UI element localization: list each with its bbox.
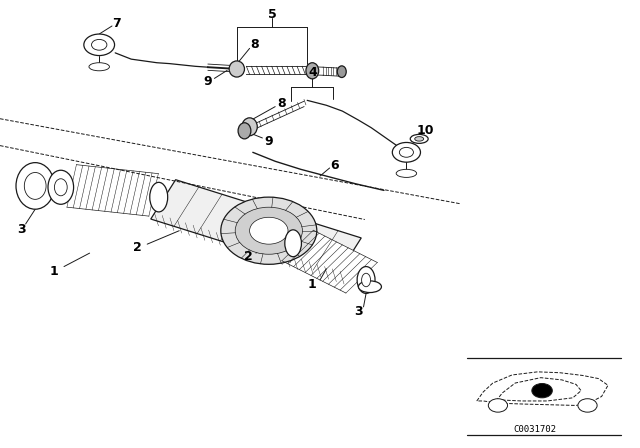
Text: 2: 2 — [244, 250, 253, 263]
Ellipse shape — [357, 267, 375, 293]
Ellipse shape — [238, 123, 251, 139]
Text: 6: 6 — [330, 159, 339, 172]
Ellipse shape — [16, 163, 54, 209]
Polygon shape — [496, 378, 581, 401]
Ellipse shape — [410, 134, 428, 143]
Circle shape — [488, 399, 508, 412]
Text: 2: 2 — [133, 241, 142, 254]
Text: 1: 1 — [308, 277, 317, 291]
Polygon shape — [67, 165, 158, 216]
Text: 4: 4 — [308, 66, 317, 79]
Ellipse shape — [242, 118, 257, 136]
Polygon shape — [282, 230, 378, 293]
Ellipse shape — [250, 217, 288, 244]
Circle shape — [84, 34, 115, 56]
Ellipse shape — [306, 63, 319, 79]
Polygon shape — [151, 180, 361, 277]
Text: 8: 8 — [277, 96, 286, 110]
Ellipse shape — [236, 207, 303, 254]
Ellipse shape — [285, 230, 301, 257]
Text: 9: 9 — [264, 135, 273, 148]
Circle shape — [532, 383, 552, 398]
Text: 3: 3 — [354, 305, 363, 318]
Ellipse shape — [396, 169, 417, 177]
Text: 7: 7 — [112, 17, 121, 30]
Ellipse shape — [362, 273, 371, 287]
Ellipse shape — [54, 179, 67, 196]
Ellipse shape — [337, 66, 346, 78]
Text: 9: 9 — [204, 75, 212, 89]
Ellipse shape — [89, 63, 109, 71]
Ellipse shape — [358, 281, 381, 293]
Polygon shape — [477, 372, 608, 405]
Ellipse shape — [229, 61, 244, 77]
Text: 1: 1 — [50, 265, 59, 278]
Text: 10: 10 — [417, 124, 435, 138]
Text: C0031702: C0031702 — [513, 425, 556, 434]
Circle shape — [578, 399, 597, 412]
Ellipse shape — [150, 182, 168, 212]
Text: 3: 3 — [17, 223, 26, 236]
Text: 8: 8 — [250, 38, 259, 52]
Circle shape — [92, 39, 107, 50]
Ellipse shape — [415, 137, 424, 141]
Ellipse shape — [24, 172, 46, 199]
Text: 5: 5 — [268, 8, 276, 21]
Ellipse shape — [48, 170, 74, 204]
Circle shape — [392, 142, 420, 162]
Ellipse shape — [221, 197, 317, 264]
Circle shape — [399, 147, 413, 157]
